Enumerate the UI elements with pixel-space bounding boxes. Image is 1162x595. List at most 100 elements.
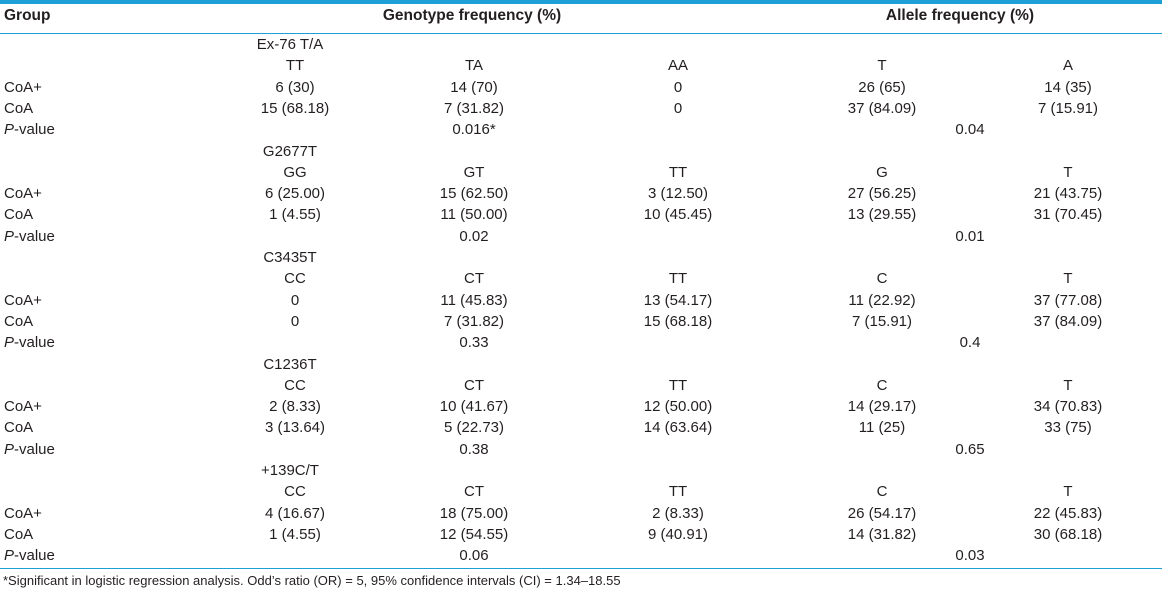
genotype-header: TT <box>668 270 688 288</box>
group-label: CoA <box>4 525 34 543</box>
table-cell: 14 (70) <box>450 78 498 96</box>
p-label-italic: P <box>4 121 15 139</box>
group-label: CoA+ <box>4 398 42 416</box>
p-label-suffix: -value <box>14 334 55 352</box>
group-label: CoA+ <box>4 185 42 203</box>
table-cell: 7 (15.91) <box>851 312 913 330</box>
header-genotype-frequency: Genotype frequency (%) <box>382 7 562 24</box>
allele-header: C <box>876 483 888 501</box>
p-value-label: P-value <box>4 119 55 140</box>
footnote: *Significant in logistic regression anal… <box>3 573 621 588</box>
group-label: CoA+ <box>4 78 42 96</box>
table-cell: 37 (84.09) <box>1033 312 1103 330</box>
p-label-suffix: -value <box>14 121 55 139</box>
table-cell: 14 (63.64) <box>643 419 713 437</box>
genotype-p-value: 0.38 <box>459 440 489 458</box>
group-label: CoA <box>4 99 34 117</box>
table-cell: 15 (68.18) <box>260 99 330 117</box>
genotype-p-value: 0.016* <box>452 121 496 139</box>
genotype-header: CC <box>284 483 306 501</box>
table-cell: 6 (30) <box>275 78 315 96</box>
table-cell: 22 (45.83) <box>1033 504 1103 522</box>
table-top-rule <box>0 0 1162 4</box>
allele-header: T <box>1063 376 1073 394</box>
allele-p-value: 0.65 <box>955 440 985 458</box>
p-label-suffix: -value <box>14 440 55 458</box>
table-cell: 2 (8.33) <box>269 398 321 416</box>
table-cell: 21 (43.75) <box>1033 185 1103 203</box>
table-cell: 15 (68.18) <box>643 312 713 330</box>
snp-marker-label: C3435T <box>263 249 317 266</box>
allele-header: T <box>1063 163 1073 181</box>
allele-header: T <box>1063 483 1073 501</box>
p-label-suffix: -value <box>14 227 55 245</box>
table-cell: 33 (75) <box>1044 419 1092 437</box>
table-cell: 3 (12.50) <box>647 185 709 203</box>
allele-p-value: 0.01 <box>955 227 985 245</box>
table-cell: 12 (50.00) <box>643 398 713 416</box>
p-label-suffix: -value <box>14 547 55 565</box>
header-group: Group <box>4 7 51 24</box>
table-cell: 9 (40.91) <box>647 525 709 543</box>
genotype-header: AA <box>667 57 689 75</box>
table-cell: 26 (54.17) <box>847 504 917 522</box>
snp-marker-label: Ex-76 T/A <box>256 36 324 53</box>
table-cell: 37 (77.08) <box>1033 291 1103 309</box>
table-bottom-rule <box>0 568 1162 569</box>
allele-header: T <box>1063 270 1073 288</box>
table-cell: 13 (29.55) <box>847 206 917 224</box>
genotype-header: CC <box>284 270 306 288</box>
table-cell: 1 (4.55) <box>269 206 321 224</box>
table-cell: 27 (56.25) <box>847 185 917 203</box>
allele-p-value: 0.03 <box>955 547 985 565</box>
table-cell: 10 (41.67) <box>439 398 509 416</box>
allele-p-value: 0.04 <box>955 121 985 139</box>
genotype-header: CT <box>464 270 484 288</box>
table-cell: 7 (31.82) <box>443 312 505 330</box>
group-label: CoA+ <box>4 504 42 522</box>
table-cell: 5 (22.73) <box>443 419 505 437</box>
group-label: CoA <box>4 206 34 224</box>
table-cell: 15 (62.50) <box>439 185 509 203</box>
table-cell: 0 <box>673 78 683 96</box>
allele-header: T <box>877 57 887 75</box>
table-cell: 14 (31.82) <box>847 525 917 543</box>
table-cell: 7 (15.91) <box>1037 99 1099 117</box>
allele-header: G <box>876 163 888 181</box>
p-value-label: P-value <box>4 226 55 247</box>
table-cell: 7 (31.82) <box>443 99 505 117</box>
genotype-header: CT <box>464 483 484 501</box>
table-cell: 3 (13.64) <box>264 419 326 437</box>
snp-marker-label: +139C/T <box>261 462 319 479</box>
table-cell: 11 (25) <box>858 419 906 437</box>
table-cell: 4 (16.67) <box>264 504 326 522</box>
p-value-label: P-value <box>4 332 55 353</box>
table-cell: 10 (45.45) <box>643 206 713 224</box>
p-value-label: P-value <box>4 439 55 460</box>
genotype-header: TA <box>464 57 484 75</box>
table-cell: 2 (8.33) <box>652 504 704 522</box>
table-cell: 30 (68.18) <box>1033 525 1103 543</box>
header-allele-frequency: Allele frequency (%) <box>885 7 1035 24</box>
allele-header: A <box>1062 57 1074 75</box>
table-cell: 34 (70.83) <box>1033 398 1103 416</box>
p-label-italic: P <box>4 334 15 352</box>
genotype-p-value: 0.33 <box>459 334 489 352</box>
genotype-header: GG <box>283 163 307 181</box>
table-cell: 0 <box>673 99 683 117</box>
table-cell: 0 <box>290 312 300 330</box>
table-cell: 14 (35) <box>1044 78 1092 96</box>
table-cell: 31 (70.45) <box>1033 206 1103 224</box>
allele-header: C <box>876 270 888 288</box>
table-cell: 14 (29.17) <box>847 398 917 416</box>
p-label-italic: P <box>4 227 15 245</box>
snp-marker-label: G2677T <box>262 142 318 160</box>
genotype-header: CT <box>464 376 484 394</box>
allele-header: C <box>876 376 888 394</box>
table-cell: 37 (84.09) <box>847 99 917 117</box>
genotype-header: TT <box>668 163 688 181</box>
genotype-header: TT <box>668 483 688 501</box>
table-cell: 12 (54.55) <box>439 525 509 543</box>
table-cell: 13 (54.17) <box>643 291 713 309</box>
allele-p-value: 0.4 <box>959 334 981 352</box>
